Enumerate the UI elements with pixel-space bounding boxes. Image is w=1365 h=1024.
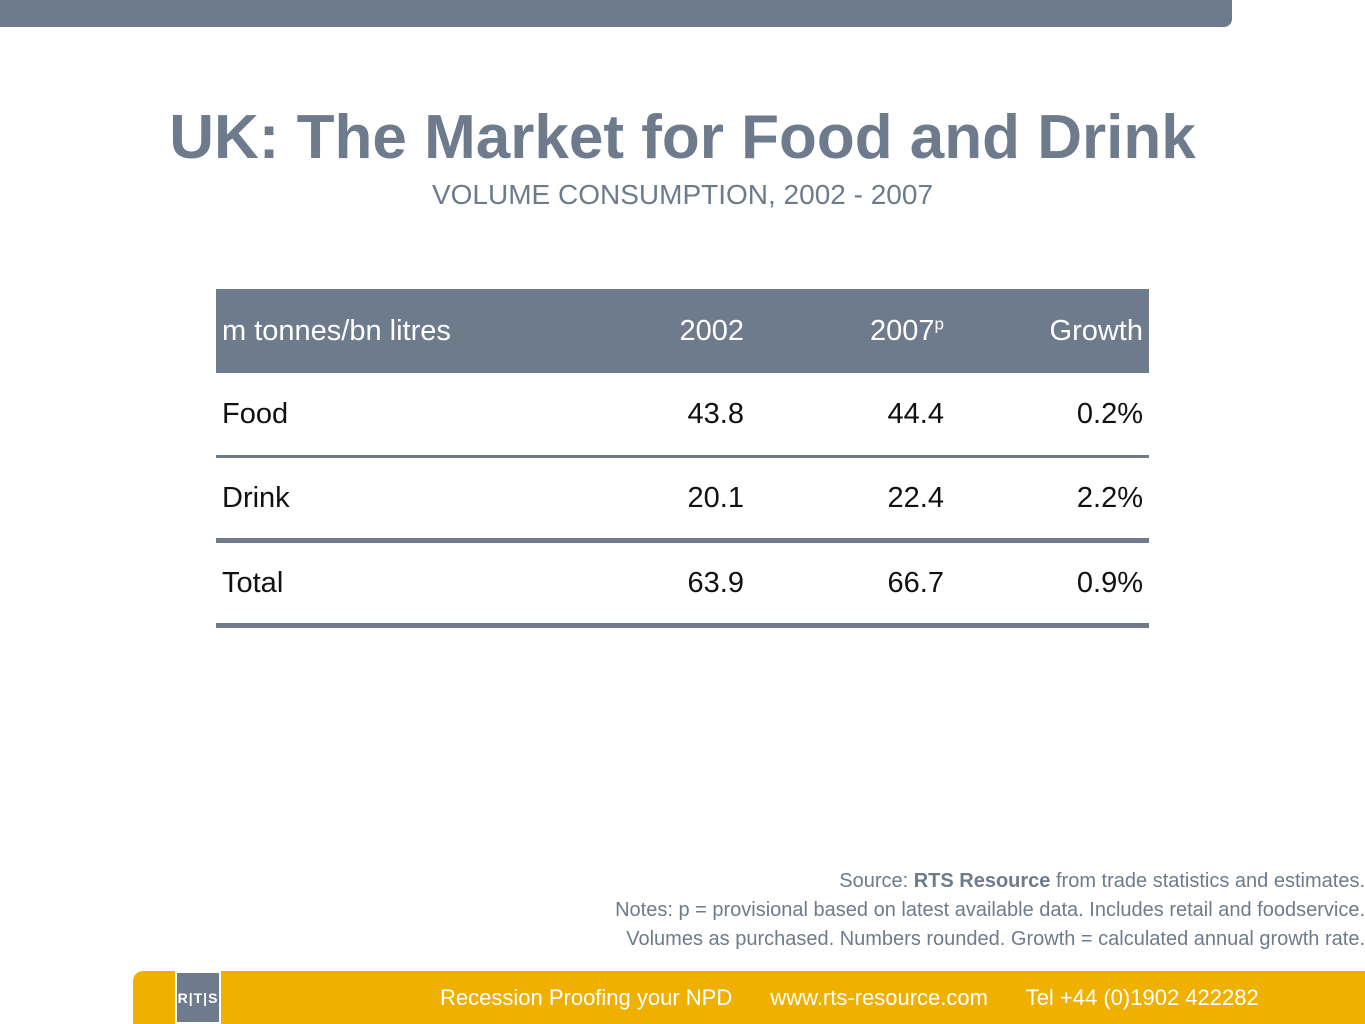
table-cell: 2.2% [1076,481,1143,514]
table-cell: 0.2% [1076,397,1143,430]
table-cell: 0.9% [1076,566,1143,599]
notes-text: Notes: p = provisional based on latest a… [615,899,1365,950]
column-header-2002: 2002 [679,314,744,347]
table-cell: 44.4 [887,397,944,430]
table-cell: 66.7 [887,566,944,599]
footer-website-link[interactable]: www.rts-resource.com [770,985,988,1010]
page-title: UK: The Market for Food and Drink [169,103,1196,172]
table-row-total: Total 63.9 66.7 0.9% [216,543,1149,628]
column-header-growth: Growth [1049,314,1143,347]
table-header-row: m tonnes/bn litres 2002 2007p Growth [216,289,1149,373]
column-header-2007-label: 2007 [870,314,935,347]
source-notes: Source: RTS Resource from trade statisti… [545,867,1365,954]
rts-logo: R|T|S [175,971,221,1024]
page-subtitle: VOLUME CONSUMPTION, 2002 - 2007 [431,179,934,210]
source-suffix: from trade statistics and estimates. [1050,870,1365,892]
table-cell: Total [222,566,284,599]
table-cell: 43.8 [687,397,744,430]
table-row-food: Food 43.8 44.4 0.2% [216,373,1149,458]
top-bar [0,0,1232,27]
table-cell: 22.4 [887,481,944,514]
table-cell: Food [222,397,289,430]
footer-phone: Tel +44 (0)1902 422282 [1025,985,1259,1010]
table-row-drink: Drink 20.1 22.4 2.2% [216,458,1149,543]
column-header-2007: 2007p [744,315,944,348]
source-prefix: Source: [839,870,914,892]
footer-tagline: Recession Proofing your NPD [440,985,733,1010]
source-name: RTS Resource [913,870,1051,892]
table-cell: 20.1 [687,481,744,514]
column-header-unit: m tonnes/bn litres [222,314,451,347]
footer-text: Recession Proofing your NPD www.rts-reso… [440,985,1291,1011]
source-line: Source: RTS Resource from trade statisti… [545,867,1365,896]
footer-bar [133,971,1365,1024]
table-cell: Drink [222,481,290,514]
table-cell: 63.9 [687,566,744,599]
volume-table: m tonnes/bn litres 2002 2007p Growth Foo… [216,289,1149,628]
provisional-marker: p [934,313,944,333]
